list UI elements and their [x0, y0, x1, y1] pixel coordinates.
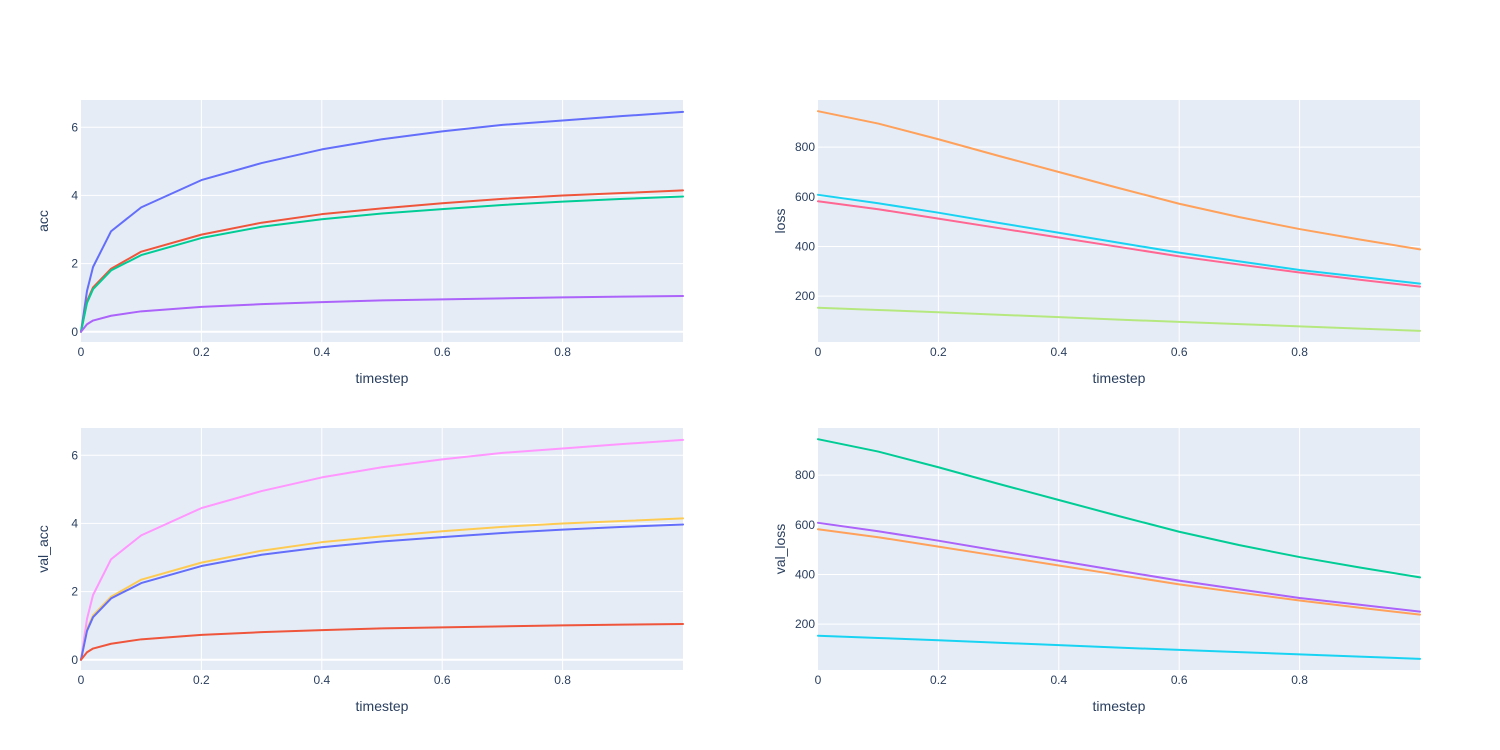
x-tick-label: 0 [78, 345, 85, 359]
series-line-4 [817, 634, 1421, 660]
x-tick-label: 0.2 [930, 345, 947, 359]
series-line-3 [817, 200, 1421, 288]
y-tick-label: 6 [71, 120, 78, 134]
x-tick-label: 0.2 [193, 673, 210, 687]
plot-background [818, 100, 1420, 342]
x-tick-label: 0.4 [313, 673, 330, 687]
y-axis-title: loss [772, 209, 788, 234]
x-tick-label: 0.6 [434, 345, 451, 359]
x-tick-label: 0.6 [434, 673, 451, 687]
series-line-4 [80, 294, 684, 333]
x-tick-label: 0 [815, 345, 822, 359]
y-tick-label: 400 [795, 567, 815, 581]
subplot-acc: 0 0.2 0.4 0.6 0.8 0 2 4 6 timestep acc [35, 100, 684, 386]
series-line-2 [80, 517, 684, 661]
y-tick-label: 4 [71, 188, 78, 202]
x-tick-label: 0.8 [554, 673, 571, 687]
series-line-3 [80, 523, 684, 661]
x-tick-label: 0.6 [1171, 345, 1188, 359]
x-tick-label: 0.4 [313, 345, 330, 359]
y-tick-label: 2 [71, 585, 78, 599]
y-axis-title: val_acc [35, 525, 51, 572]
subplot-loss: 0 0.2 0.4 0.6 0.8 200 400 600 800 timestep loss [772, 100, 1421, 386]
subplot-val-acc: 0 0.2 0.4 0.6 0.8 0 2 4 6 timestep val_acc [35, 428, 684, 714]
y-tick-label: 2 [71, 257, 78, 271]
plot-background [818, 428, 1420, 670]
x-tick-label: 0.8 [1291, 673, 1308, 687]
series-line-3 [80, 195, 684, 333]
y-tick-label: 600 [795, 518, 815, 532]
series-line-3 [817, 528, 1421, 616]
series-line-1 [817, 438, 1421, 579]
y-tick-label: 200 [795, 289, 815, 303]
series-line-4 [80, 622, 684, 661]
x-tick-label: 0 [78, 673, 85, 687]
x-tick-label: 0.4 [1050, 345, 1067, 359]
x-tick-label: 0 [815, 673, 822, 687]
y-tick-label: 800 [795, 468, 815, 482]
y-axis-title: val_loss [772, 524, 788, 575]
y-tick-label: 6 [71, 448, 78, 462]
x-axis-title: timestep [1093, 698, 1146, 714]
y-tick-label: 200 [795, 617, 815, 631]
x-tick-label: 0.2 [930, 673, 947, 687]
x-axis-title: timestep [1093, 370, 1146, 386]
x-tick-label: 0.6 [1171, 673, 1188, 687]
series-line-2 [80, 189, 684, 333]
x-tick-label: 0.2 [193, 345, 210, 359]
subplot-val-loss: 0 0.2 0.4 0.6 0.8 200 400 600 800 timestep val_los… [772, 428, 1421, 714]
series-line-2 [817, 521, 1421, 613]
y-tick-label: 800 [795, 140, 815, 154]
series-line-1 [817, 110, 1421, 251]
x-axis-title: timestep [356, 370, 409, 386]
y-tick-label: 600 [795, 190, 815, 204]
y-tick-label: 4 [71, 516, 78, 530]
x-tick-label: 0.8 [554, 345, 571, 359]
x-tick-label: 0.8 [1291, 345, 1308, 359]
x-axis-title: timestep [356, 698, 409, 714]
plot-background [81, 428, 683, 670]
series-line-1 [80, 438, 684, 661]
y-tick-label: 0 [71, 653, 78, 667]
x-tick-label: 0.4 [1050, 673, 1067, 687]
series-line-4 [817, 306, 1421, 332]
y-tick-label: 0 [71, 325, 78, 339]
series-line-1 [80, 110, 684, 333]
y-axis-title: acc [35, 210, 51, 232]
series-line-2 [817, 193, 1421, 285]
plot-background [81, 100, 683, 342]
y-tick-label: 400 [795, 239, 815, 253]
